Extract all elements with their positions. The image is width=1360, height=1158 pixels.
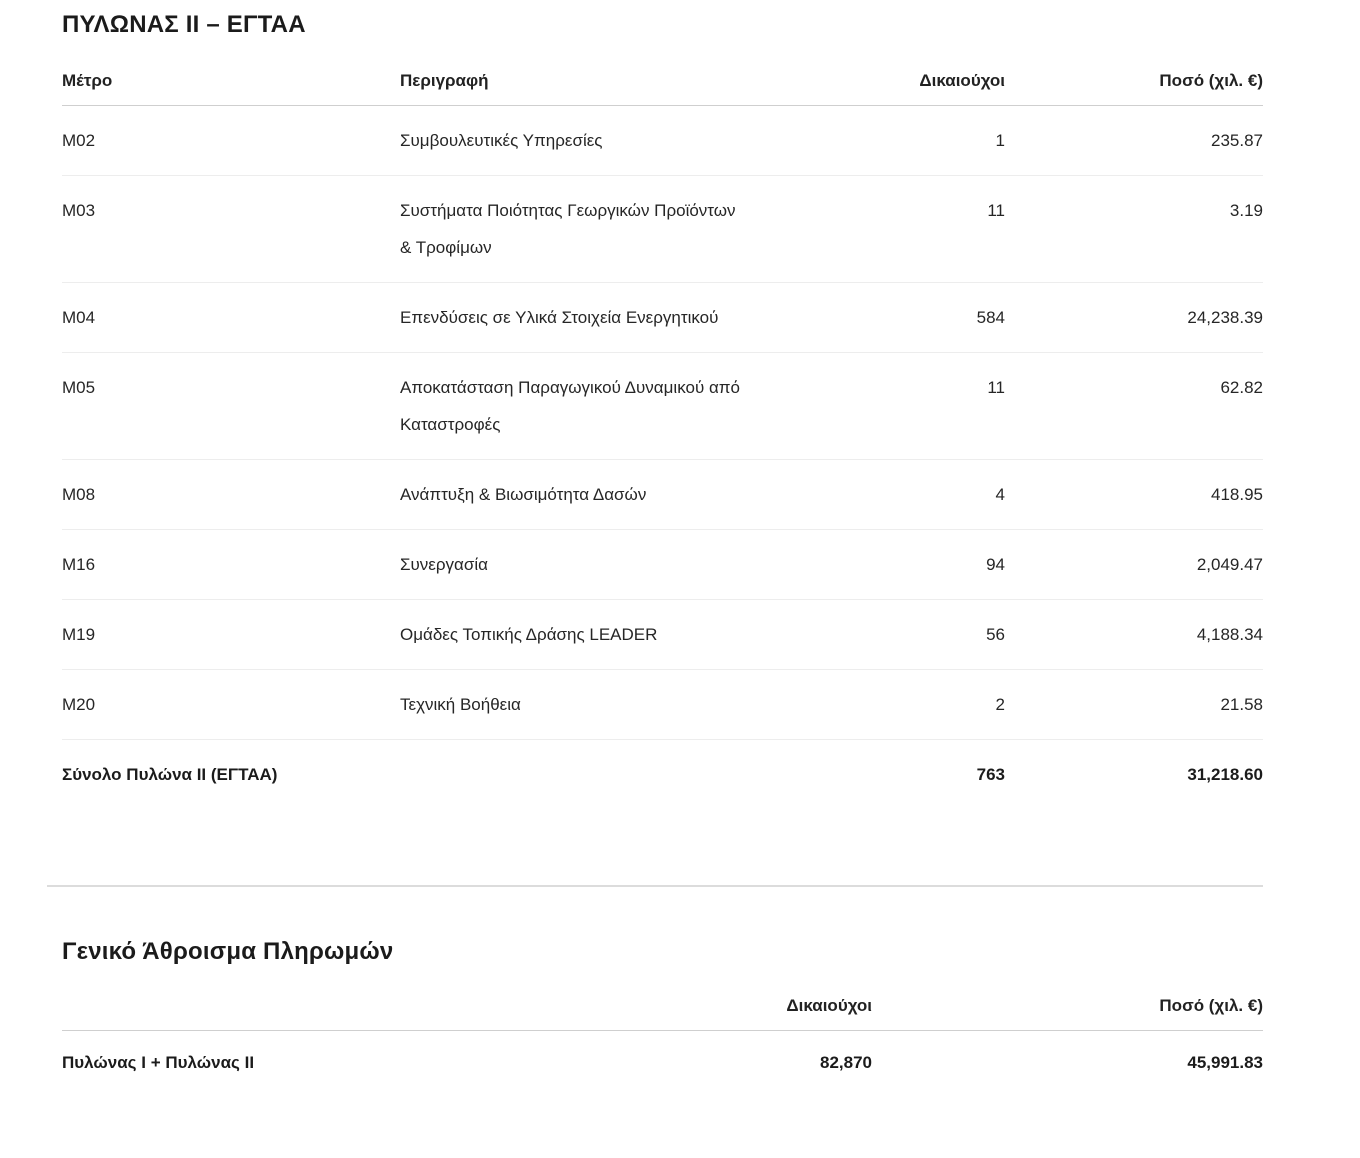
grand-total-header-row: Δικαιούχοι Ποσό (χιλ. €): [62, 985, 1263, 1031]
cell-description: Αποκατάσταση Παραγωγικού Δυναμικού από Κ…: [400, 352, 745, 460]
cell-beneficiaries: 584: [745, 282, 1005, 353]
table-row: M19 Ομάδες Τοπικής Δράσης LEADER 56 4,18…: [62, 599, 1263, 670]
grand-total-label: Πυλώνας I + Πυλώνας II: [62, 1053, 255, 1072]
cell-description: Επενδύσεις σε Υλικά Στοιχεία Ενεργητικού: [400, 282, 745, 353]
cell-description: Τεχνική Βοήθεια: [400, 669, 745, 740]
cell-description: Συνεργασία: [400, 529, 745, 600]
table-row: M02 Συμβουλευτικές Υπηρεσίες 1 235.87: [62, 105, 1263, 176]
cell-measure: M03: [62, 175, 400, 283]
cell-description: Συμβουλευτικές Υπηρεσίες: [400, 105, 745, 176]
cell-description: Συστήματα Ποιότητας Γεωργικών Προϊόντων …: [400, 175, 745, 283]
grand-total-table: Δικαιούχοι Ποσό (χιλ. €) Πυλώνας I + Πυλ…: [62, 985, 1263, 1095]
cell-beneficiaries: 56: [745, 599, 1005, 670]
cell-amount: 418.95: [1005, 459, 1263, 530]
grand-total-amount: 45,991.83: [1187, 1053, 1263, 1072]
cell-beneficiaries: 94: [745, 529, 1005, 600]
column-header-amount: Ποσό (χιλ. €): [1005, 60, 1263, 106]
cell-measure: M05: [62, 352, 400, 460]
column-header-description: Περιγραφή: [400, 60, 745, 106]
table-row: M03 Συστήματα Ποιότητας Γεωργικών Προϊόν…: [62, 175, 1263, 283]
pillar2-header-row: Μέτρο Περιγραφή Δικαιούχοι Ποσό (χιλ. €): [62, 60, 1263, 106]
cell-measure: M02: [62, 105, 400, 176]
cell-amount: 24,238.39: [1005, 282, 1263, 353]
section-divider: [47, 885, 1263, 887]
cell-amount: 3.19: [1005, 175, 1263, 283]
cell-measure: M16: [62, 529, 400, 600]
total-label: Σύνολο Πυλώνα II (ΕΓΤΑΑ): [62, 765, 278, 784]
column-header-measure: Μέτρο: [62, 60, 400, 106]
cell-measure: M08: [62, 459, 400, 530]
grand-total-row: Πυλώνας I + Πυλώνας II 82,870 45,991.83: [62, 1031, 1263, 1096]
pillar2-table: Μέτρο Περιγραφή Δικαιούχοι Ποσό (χιλ. €)…: [62, 60, 1263, 809]
report-content: ΠΥΛΩΝΑΣ II – ΕΓΤΑΑ Μέτρο Περιγραφή Δικαι…: [47, 0, 1263, 1095]
total-beneficiaries: 763: [976, 765, 1005, 784]
cell-measure: M04: [62, 282, 400, 353]
cell-amount: 235.87: [1005, 105, 1263, 176]
pillar2-total-row: Σύνολο Πυλώνα II (ΕΓΤΑΑ) 763 31,218.60: [62, 740, 1263, 810]
table-row: M04 Επενδύσεις σε Υλικά Στοιχεία Ενεργητ…: [62, 282, 1263, 353]
column-header-beneficiaries: Δικαιούχοι: [462, 985, 872, 1031]
cell-description: Ομάδες Τοπικής Δράσης LEADER: [400, 599, 745, 670]
table-row: M05 Αποκατάσταση Παραγωγικού Δυναμικού α…: [62, 352, 1263, 460]
column-header-empty: [62, 985, 462, 1031]
table-row: M16 Συνεργασία 94 2,049.47: [62, 529, 1263, 600]
column-header-beneficiaries: Δικαιούχοι: [745, 60, 1005, 106]
cell-measure: M20: [62, 669, 400, 740]
cell-beneficiaries: 1: [745, 105, 1005, 176]
cell-amount: 4,188.34: [1005, 599, 1263, 670]
cell-beneficiaries: 11: [745, 352, 1005, 460]
pillar2-section-title: ΠΥΛΩΝΑΣ II – ΕΓΤΑΑ: [62, 11, 306, 38]
cell-measure: M19: [62, 599, 400, 670]
cell-amount: 2,049.47: [1005, 529, 1263, 600]
table-row: M20 Τεχνική Βοήθεια 2 21.58: [62, 669, 1263, 740]
total-amount: 31,218.60: [1187, 765, 1263, 784]
table-row: M08 Ανάπτυξη & Βιωσιμότητα Δασών 4 418.9…: [62, 459, 1263, 530]
cell-beneficiaries: 4: [745, 459, 1005, 530]
cell-beneficiaries: 2: [745, 669, 1005, 740]
grand-total-beneficiaries: 82,870: [820, 1053, 872, 1072]
cell-amount: 62.82: [1005, 352, 1263, 460]
column-header-amount: Ποσό (χιλ. €): [872, 985, 1263, 1031]
cell-amount: 21.58: [1005, 669, 1263, 740]
grand-total-section-title: Γενικό Άθροισμα Πληρωμών: [62, 938, 394, 965]
cell-beneficiaries: 11: [745, 175, 1005, 283]
cell-description: Ανάπτυξη & Βιωσιμότητα Δασών: [400, 459, 745, 530]
